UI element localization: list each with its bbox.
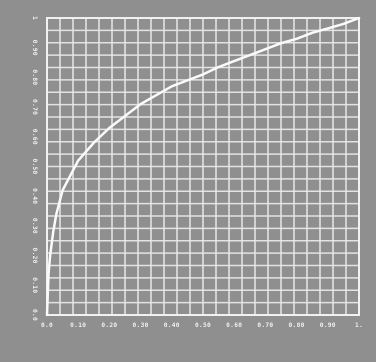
y-tick-label: 0.90 (31, 40, 38, 56)
x-tick-label: 0.20 (101, 322, 117, 329)
y-tick-label: 0.70 (31, 99, 38, 115)
x-tick-label: 0.10 (70, 322, 86, 329)
y-tick-label: 0.30 (31, 218, 38, 234)
grid-layer (46, 17, 360, 316)
series-line (45, 16, 361, 317)
y-tick-label: 0.60 (31, 129, 38, 145)
y-tick-label: 0.50 (31, 158, 38, 174)
x-tick-label: 0.80 (289, 322, 305, 329)
x-tick-label: 0.40 (164, 322, 180, 329)
y-tick-label: 0.20 (31, 248, 38, 264)
x-tick-label: 0.0 (41, 322, 53, 329)
y-tick-label: 1 (31, 16, 38, 20)
plot-border (46, 17, 360, 316)
x-tick-label: 0.50 (195, 322, 211, 329)
x-tick-label: 0.90 (320, 322, 336, 329)
x-tick-label: 0.60 (226, 322, 242, 329)
y-tick-label: 0.10 (31, 277, 38, 293)
x-tick-label: 0.70 (257, 322, 273, 329)
y-tick-label: 0.0 (31, 309, 38, 321)
y-tick-label: 0.80 (31, 69, 38, 85)
x-tick-label: 1. (355, 322, 363, 329)
axis-layer: 0.0 0.10 0.20 0.30 0.40 0.50 0.60 0.70 0.80 0.90 1… (31, 16, 363, 329)
x-tick-label: 0.30 (133, 322, 149, 329)
series-layer (45, 16, 361, 317)
y-tick-label: 0.40 (31, 188, 38, 204)
